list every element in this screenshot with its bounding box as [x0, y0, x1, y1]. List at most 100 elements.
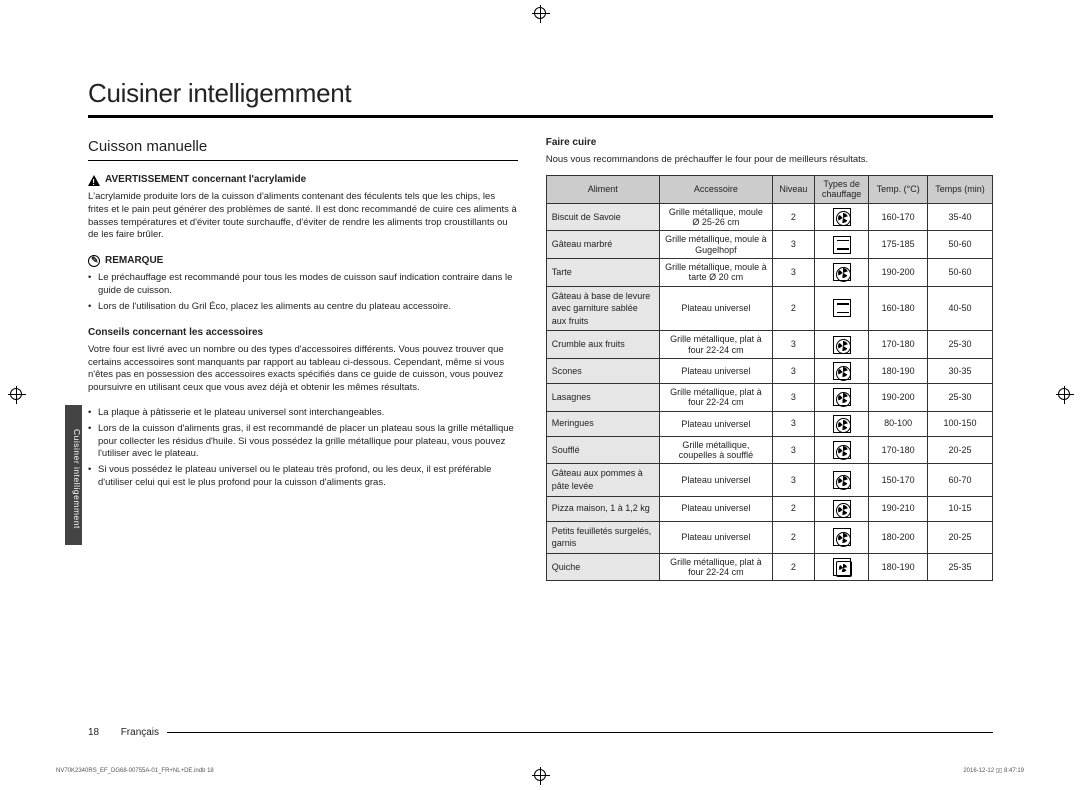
- section-subtitle: Cuisson manuelle: [88, 136, 518, 161]
- accessories-body: Votre four est livré avec un nombre ou d…: [88, 344, 518, 395]
- cell-heat: [814, 411, 868, 436]
- cell-time: 25-30: [928, 384, 993, 412]
- cell-accessory: Grille métallique, coupelles à soufflé: [659, 436, 772, 464]
- footer-page: 18: [88, 727, 99, 738]
- cell-level: 3: [772, 331, 814, 359]
- cell-temp: 180-190: [869, 359, 928, 384]
- cell-heat: [814, 436, 868, 464]
- page-footer: 18 Français: [88, 727, 993, 738]
- cell-accessory: Plateau universel: [659, 521, 772, 553]
- cell-food: Gâteau aux pommes à pâte levée: [546, 464, 659, 496]
- reg-mark-right: [1058, 387, 1070, 403]
- warning-body: L'acrylamide produite lors de la cuisson…: [88, 191, 518, 242]
- heat-icon: [833, 263, 851, 281]
- heat-icon: [833, 208, 851, 226]
- cell-food: Crumble aux fruits: [546, 331, 659, 359]
- note-list: Le préchauffage est recommandé pour tous…: [88, 272, 518, 313]
- cell-temp: 170-180: [869, 331, 928, 359]
- cell-temp: 160-170: [869, 203, 928, 231]
- cell-temp: 170-180: [869, 436, 928, 464]
- heat-icon: [833, 336, 851, 354]
- cell-heat: [814, 359, 868, 384]
- cell-accessory: Plateau universel: [659, 464, 772, 496]
- cell-heat: [814, 286, 868, 331]
- page-content: Cuisiner intelligemment Cuisson manuelle…: [88, 78, 993, 581]
- table-row: LasagnesGrille métallique, plat à four 2…: [546, 384, 992, 412]
- cell-time: 35-40: [928, 203, 993, 231]
- cell-food: Gâteau à base de levure avec garniture s…: [546, 286, 659, 331]
- cell-temp: 180-190: [869, 553, 928, 581]
- heat-icon: [833, 362, 851, 380]
- imprint-left: NV70K2340RS_EF_DG68-00755A-01_FR+NL+DE.i…: [56, 768, 214, 774]
- cell-level: 3: [772, 258, 814, 286]
- warning-heading: AVERTISSEMENT concernant l'acrylamide: [88, 173, 518, 187]
- cell-food: Scones: [546, 359, 659, 384]
- left-column: Cuisson manuelle AVERTISSEMENT concernan…: [88, 136, 518, 581]
- cell-level: 2: [772, 286, 814, 331]
- list-item: La plaque à pâtisserie et le plateau uni…: [88, 407, 518, 420]
- table-row: MeringuesPlateau universel380-100100-150: [546, 411, 992, 436]
- cell-time: 40-50: [928, 286, 993, 331]
- cell-temp: 190-200: [869, 258, 928, 286]
- warning-icon: [88, 175, 100, 186]
- bake-heading: Faire cuire: [546, 136, 993, 150]
- table-header: Aliment: [546, 175, 659, 203]
- cell-level: 3: [772, 359, 814, 384]
- table-header: Temps (min): [928, 175, 993, 203]
- cell-time: 10-15: [928, 496, 993, 521]
- heat-icon: [833, 558, 851, 576]
- cell-level: 2: [772, 496, 814, 521]
- list-item: Si vous possédez le plateau universel ou…: [88, 464, 518, 490]
- table-row: QuicheGrille métallique, plat à four 22-…: [546, 553, 992, 581]
- heat-icon: [833, 471, 851, 489]
- cell-level: 2: [772, 521, 814, 553]
- table-row: TarteGrille métallique, moule à tarte Ø …: [546, 258, 992, 286]
- list-item: Le préchauffage est recommandé pour tous…: [88, 272, 518, 298]
- reg-mark-left: [10, 387, 22, 403]
- cell-food: Quiche: [546, 553, 659, 581]
- warning-heading-text: AVERTISSEMENT concernant l'acrylamide: [105, 173, 306, 187]
- cell-temp: 150-170: [869, 464, 928, 496]
- table-row: Petits feuilletés surgelés, garnisPlatea…: [546, 521, 992, 553]
- side-tab: Cuisiner intelligemment: [65, 405, 82, 545]
- bake-intro: Nous vous recommandons de préchauffer le…: [546, 154, 993, 167]
- table-row: SouffléGrille métallique, coupelles à so…: [546, 436, 992, 464]
- note-heading-text: REMARQUE: [105, 254, 163, 268]
- cell-heat: [814, 553, 868, 581]
- cell-accessory: Grille métallique, plat à four 22-24 cm: [659, 384, 772, 412]
- cell-temp: 180-200: [869, 521, 928, 553]
- cell-food: Pizza maison, 1 à 1,2 kg: [546, 496, 659, 521]
- cell-accessory: Plateau universel: [659, 496, 772, 521]
- cell-time: 60-70: [928, 464, 993, 496]
- cell-heat: [814, 521, 868, 553]
- cell-temp: 190-200: [869, 384, 928, 412]
- cell-time: 25-30: [928, 331, 993, 359]
- list-item: Lors de la cuisson d'aliments gras, il e…: [88, 423, 518, 461]
- cell-accessory: Grille métallique, moule Ø 25-26 cm: [659, 203, 772, 231]
- heat-icon: [833, 388, 851, 406]
- cell-time: 50-60: [928, 231, 993, 259]
- cell-accessory: Grille métallique, plat à four 22-24 cm: [659, 331, 772, 359]
- cell-food: Petits feuilletés surgelés, garnis: [546, 521, 659, 553]
- table-header: Types de chauffage: [814, 175, 868, 203]
- cell-time: 20-25: [928, 436, 993, 464]
- table-header: Niveau: [772, 175, 814, 203]
- cell-food: Biscuit de Savoie: [546, 203, 659, 231]
- cell-heat: [814, 496, 868, 521]
- heat-icon: [833, 500, 851, 518]
- heat-icon: [833, 441, 851, 459]
- cell-time: 100-150: [928, 411, 993, 436]
- table-header: Accessoire: [659, 175, 772, 203]
- cell-accessory: Plateau universel: [659, 411, 772, 436]
- cell-temp: 175-185: [869, 231, 928, 259]
- cell-level: 3: [772, 464, 814, 496]
- cell-accessory: Plateau universel: [659, 286, 772, 331]
- reg-mark-top: [534, 6, 546, 22]
- heat-icon: [833, 236, 851, 254]
- cell-accessory: Grille métallique, plat à four 22-24 cm: [659, 553, 772, 581]
- footer-lang: Français: [121, 727, 159, 738]
- note-heading: ✎ REMARQUE: [88, 254, 518, 268]
- accessories-heading: Conseils concernant les accessoires: [88, 326, 518, 340]
- cell-heat: [814, 384, 868, 412]
- cell-time: 30-35: [928, 359, 993, 384]
